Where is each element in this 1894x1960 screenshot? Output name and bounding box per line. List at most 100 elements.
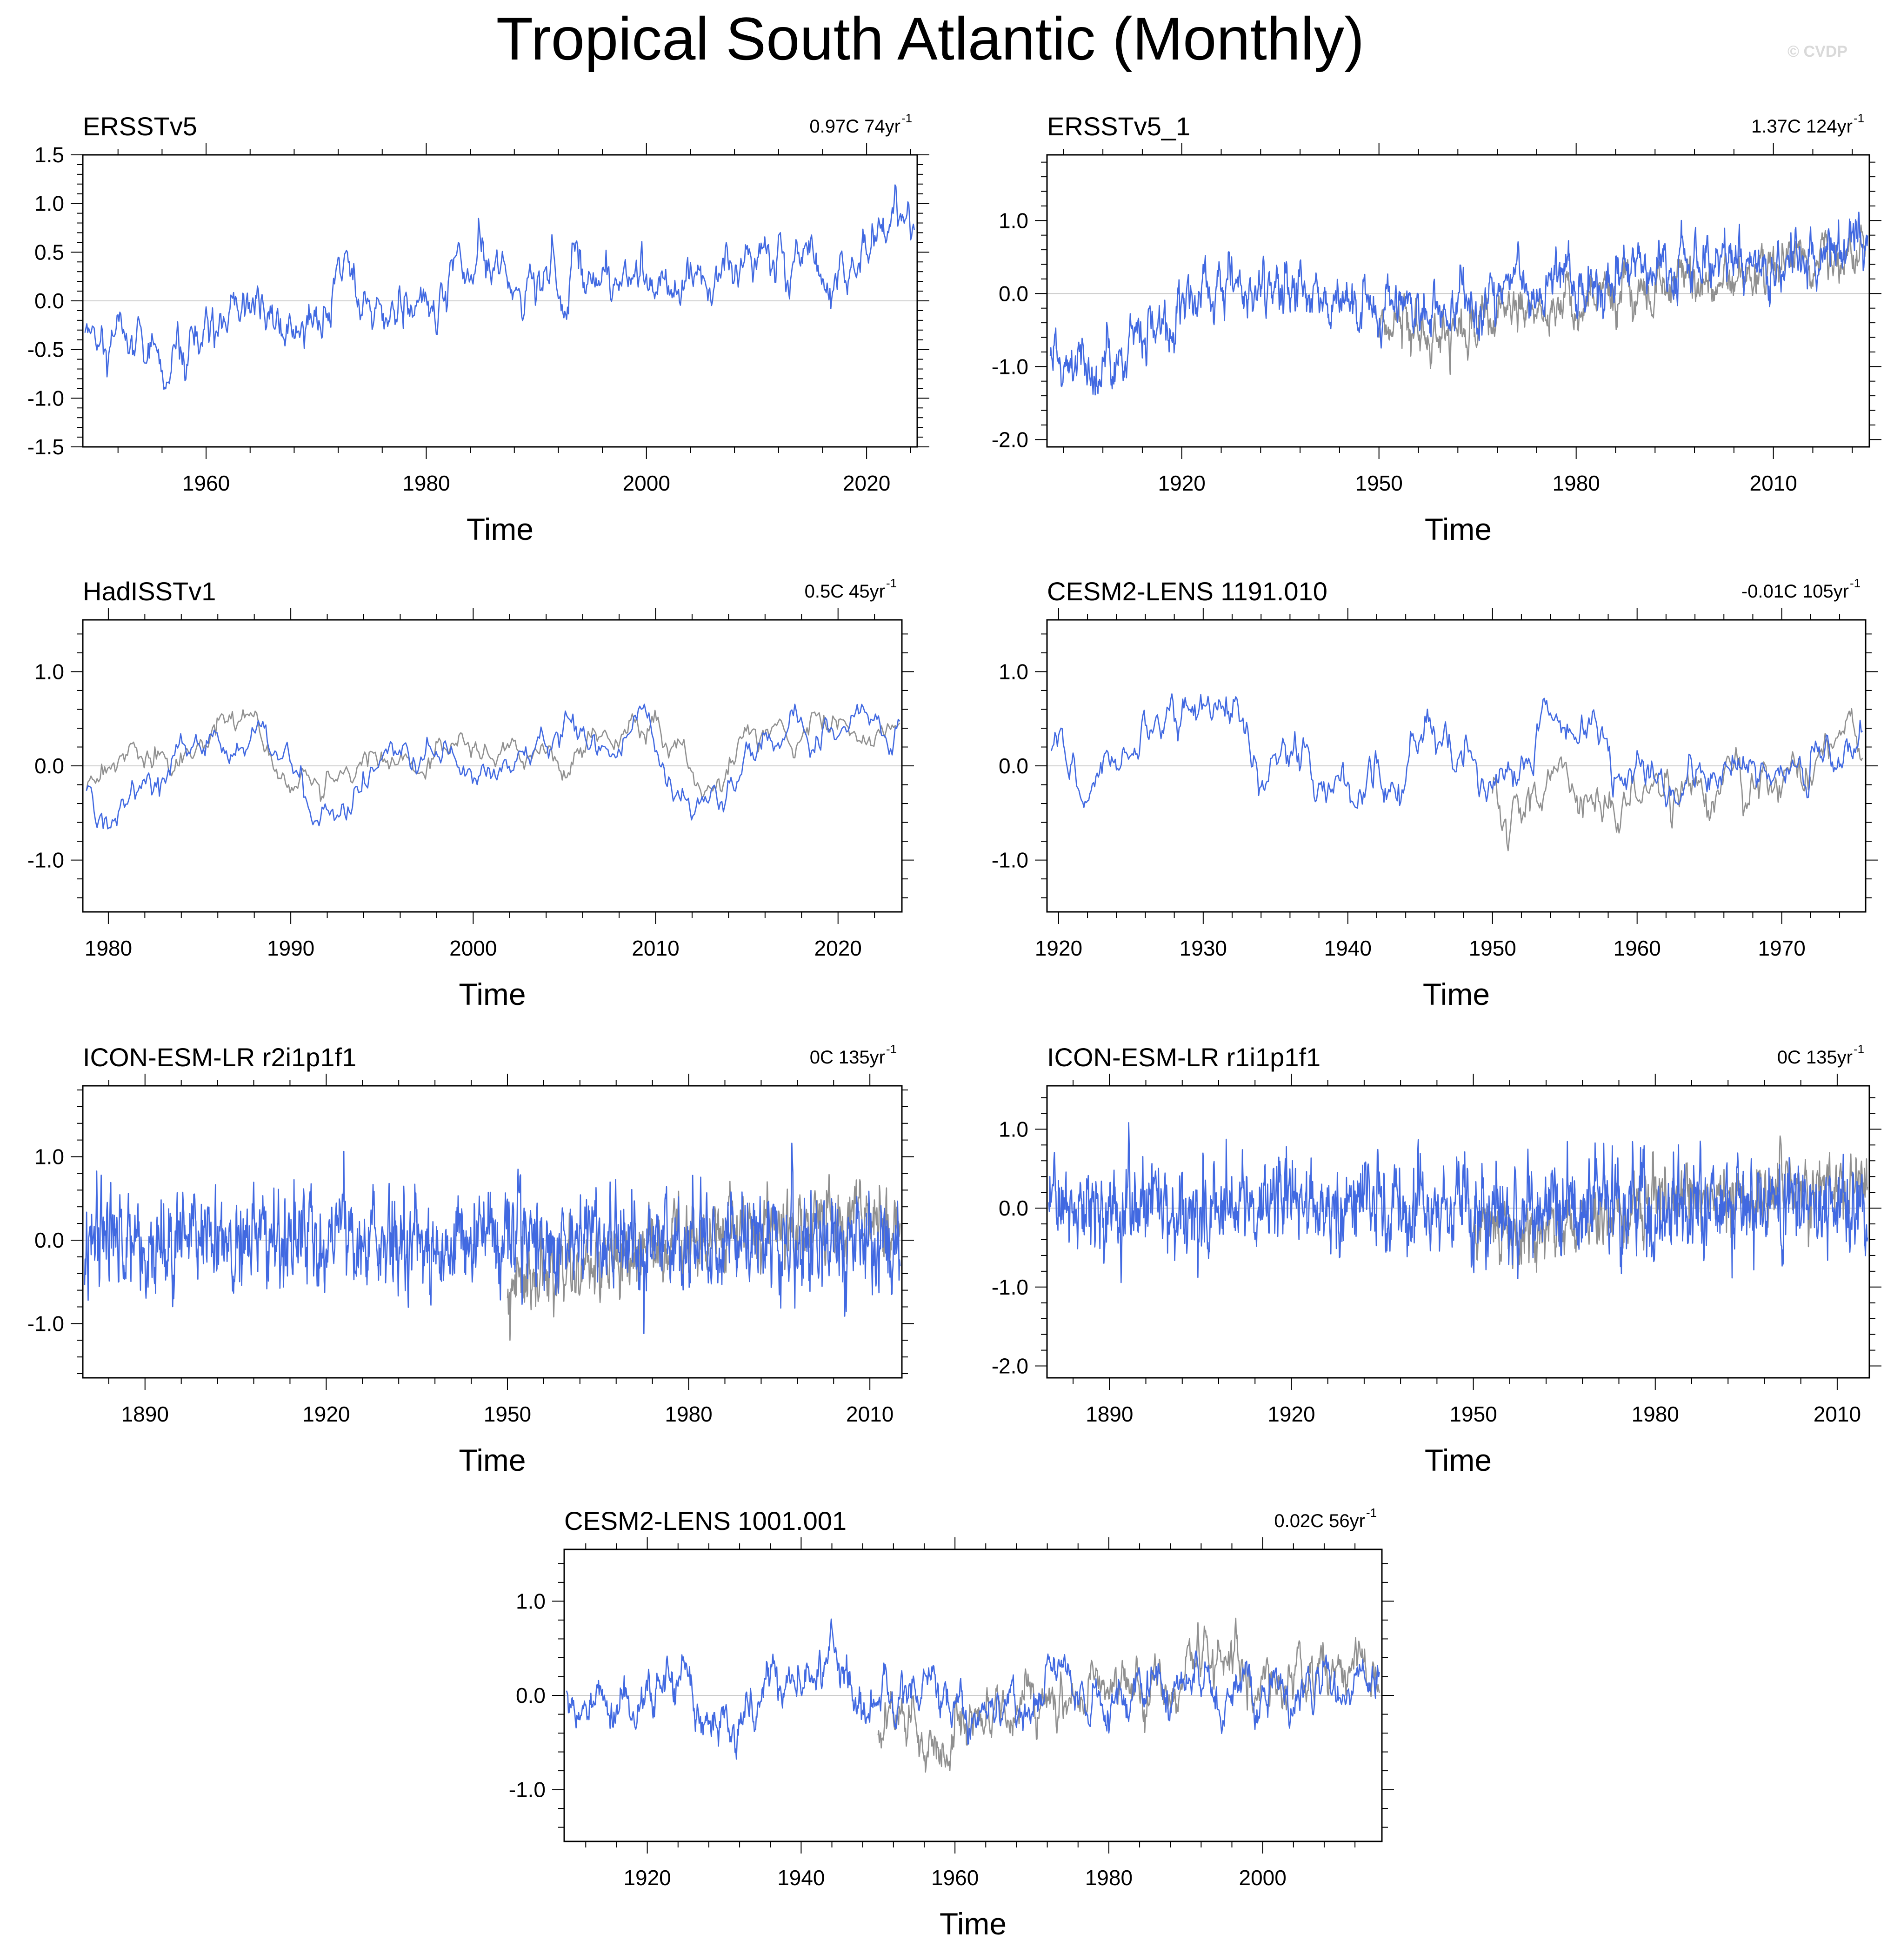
x-tick-label: 1920 xyxy=(1035,936,1082,960)
series-line-icon-esm-lr-r1i1p1f1 xyxy=(1048,1122,1868,1283)
panel-4: CESM2-LENS 1191.010 -0.01C 105yr -1 1920 193… xyxy=(992,576,1878,1011)
x-tick-label: 2020 xyxy=(843,471,890,495)
x-tick-label: 2020 xyxy=(814,936,862,960)
y-tick-label: 0.0 xyxy=(999,281,1028,306)
x-axis-title: Time xyxy=(1423,977,1490,1011)
x-tick-label: 1980 xyxy=(1085,1866,1133,1890)
x-tick-label: 1970 xyxy=(1758,936,1805,960)
panel-5: ICON-ESM-LR r2i1p1f1 0C 135yr -1 1890 1920 19… xyxy=(27,1042,914,1477)
trend-label: -0.01C 105yr xyxy=(1741,581,1849,602)
x-tick-label: 2010 xyxy=(1814,1402,1861,1426)
panel-2: ERSSTv5_1 1.37C 124yr -1 1920 1950 1980 2010 -2… xyxy=(992,111,1881,546)
y-tick-label: 0.0 xyxy=(999,1196,1028,1220)
plot-frame xyxy=(1046,1085,1870,1379)
y-tick-label: 0.0 xyxy=(34,1228,64,1252)
x-tick-label: 1920 xyxy=(1267,1402,1315,1426)
trend-exponent: -1 xyxy=(886,1042,897,1056)
panel-title: CESM2-LENS 1191.010 xyxy=(1047,577,1327,606)
y-tick-label: 1.0 xyxy=(34,659,64,684)
x-tick-label: 1920 xyxy=(623,1866,671,1890)
x-tick-label: 1960 xyxy=(1614,936,1661,960)
x-tick-label: 2010 xyxy=(846,1402,894,1426)
series-line-ersstv5-1 xyxy=(1049,212,1868,396)
trend-exponent: -1 xyxy=(1366,1506,1377,1520)
x-tick-label: 1980 xyxy=(85,936,132,960)
cvdp-watermark: © CVDP xyxy=(1787,43,1847,60)
x-axis-title: Time xyxy=(1425,512,1492,546)
x-tick-label: 1980 xyxy=(1632,1402,1679,1426)
x-tick-label: 1950 xyxy=(1469,936,1516,960)
y-tick-label: -1.0 xyxy=(27,1311,64,1335)
panel-title: ICON-ESM-LR r1i1p1f1 xyxy=(1047,1043,1320,1072)
y-tick-label: 1.0 xyxy=(516,1589,546,1613)
x-tick-label: 1950 xyxy=(1355,471,1403,495)
y-tick-label: -2.0 xyxy=(992,427,1028,452)
y-tick-label: 1.0 xyxy=(34,192,64,216)
x-tick-label: 2000 xyxy=(1239,1866,1286,1890)
plot-frame xyxy=(82,1085,903,1379)
panel-title: ERSSTv5 xyxy=(83,112,197,141)
figure-title: Tropical South Atlantic (Monthly) xyxy=(496,5,1365,73)
y-tick-label: -0.5 xyxy=(27,338,64,362)
y-tick-label: 1.5 xyxy=(34,143,64,167)
series-line-cesm2-lens-1191-010 xyxy=(1051,693,1863,809)
x-tick-label: 2000 xyxy=(449,936,497,960)
panel-title: CESM2-LENS 1001.001 xyxy=(564,1506,847,1535)
x-tick-label: 2010 xyxy=(1749,471,1797,495)
y-tick-label: 1.0 xyxy=(999,659,1028,684)
x-axis-title: Time xyxy=(1425,1443,1492,1477)
trend-exponent: -1 xyxy=(886,576,897,590)
trend-exponent: -1 xyxy=(1850,576,1861,590)
x-tick-label: 1980 xyxy=(402,471,450,495)
trend-exponent: -1 xyxy=(901,111,912,125)
x-tick-label: 1980 xyxy=(1553,471,1600,495)
x-tick-label: 2000 xyxy=(623,471,670,495)
y-tick-label: 0.0 xyxy=(516,1683,546,1708)
x-tick-label: 1960 xyxy=(182,471,230,495)
y-tick-label: 0.0 xyxy=(999,754,1028,778)
panel-1: ERSSTv5 0.97C 74yr -1 1960 1980 2000 2020 -1.5 -… xyxy=(27,111,929,546)
x-tick-label: 1990 xyxy=(267,936,314,960)
panel-3: HadISSTv1 0.5C 45yr -1 1980 1990 2000 2010 2020… xyxy=(27,576,914,1011)
x-axis-title: Time xyxy=(459,1443,526,1477)
y-tick-label: -1.0 xyxy=(27,848,64,872)
panel-title: HadISSTv1 xyxy=(83,577,216,606)
y-tick-label: -2.0 xyxy=(992,1354,1028,1378)
panel-title: ICON-ESM-LR r2i1p1f1 xyxy=(83,1043,356,1072)
y-tick-label: -1.0 xyxy=(992,848,1028,872)
y-tick-label: -1.0 xyxy=(992,1275,1028,1299)
x-tick-label: 1960 xyxy=(931,1866,979,1890)
comparison-series-line xyxy=(86,709,900,802)
y-tick-label: 0.0 xyxy=(34,289,64,313)
x-tick-label: 1940 xyxy=(777,1866,825,1890)
trend-label: 0C 135yr xyxy=(1777,1047,1853,1068)
x-tick-label: 1890 xyxy=(121,1402,169,1426)
series-line-cesm2-lens-1001-001 xyxy=(566,1618,1380,1760)
series-line-ersstv5 xyxy=(84,184,915,390)
x-axis-title: Time xyxy=(467,512,534,546)
x-tick-label: 1950 xyxy=(484,1402,531,1426)
x-tick-label: 1940 xyxy=(1324,936,1372,960)
trend-label: 0C 135yr xyxy=(810,1047,885,1068)
trend-label: 0.97C 74yr xyxy=(809,116,900,137)
x-tick-label: 1930 xyxy=(1180,936,1227,960)
y-tick-label: 0.5 xyxy=(34,240,64,264)
x-tick-label: 1980 xyxy=(665,1402,712,1426)
y-tick-label: -1.0 xyxy=(27,386,64,410)
series-line-icon-esm-lr-r2i1p1f1 xyxy=(84,1143,901,1335)
y-tick-label: -1.5 xyxy=(27,435,64,459)
x-axis-title: Time xyxy=(459,977,526,1011)
x-tick-label: 1920 xyxy=(302,1402,350,1426)
trend-label: 0.02C 56yr xyxy=(1274,1511,1365,1531)
panel-7: CESM2-LENS 1001.001 0.02C 56yr -1 1920 1940 1… xyxy=(509,1506,1394,1941)
series-line-hadisstv1 xyxy=(86,704,900,830)
trend-exponent: -1 xyxy=(1854,111,1864,125)
y-tick-label: -1.0 xyxy=(992,354,1028,379)
x-tick-label: 1890 xyxy=(1086,1402,1133,1426)
y-tick-label: -1.0 xyxy=(509,1778,546,1802)
x-tick-label: 2010 xyxy=(632,936,679,960)
y-tick-label: 0.0 xyxy=(34,754,64,778)
panel-title: ERSSTv5_1 xyxy=(1047,112,1190,141)
trend-exponent: -1 xyxy=(1854,1042,1864,1056)
